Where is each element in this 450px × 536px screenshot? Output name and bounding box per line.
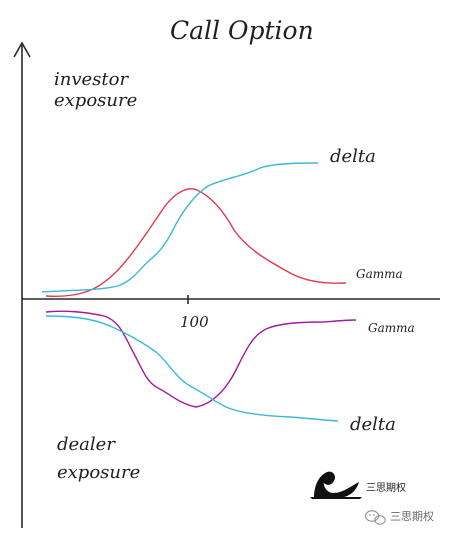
logo-name: 三思期权 bbox=[366, 481, 406, 494]
investor-exposure-label-line-2: exposure bbox=[54, 90, 137, 111]
axes bbox=[13, 41, 440, 528]
wechat-icon bbox=[365, 510, 386, 525]
black-swan-logo-icon bbox=[314, 471, 359, 497]
dealer-delta-curve bbox=[45, 315, 339, 422]
dealer-exposure-label-line-1: dealer bbox=[57, 434, 116, 455]
x-tick-label-100: 100 bbox=[180, 313, 209, 331]
black-swan-logo-water bbox=[310, 497, 362, 499]
dealer-gamma-curve bbox=[45, 310, 357, 408]
y-axis-arrowhead bbox=[13, 41, 31, 58]
watermark: 三思期权 bbox=[365, 510, 434, 525]
investor-gamma-curve bbox=[45, 188, 347, 297]
investor-gamma-label: Gamma bbox=[356, 267, 403, 281]
dealer-gamma-label: Gamma bbox=[368, 321, 415, 335]
investor-exposure-label-line-1: investor bbox=[54, 69, 129, 90]
diagram-title: Call Option bbox=[170, 16, 314, 45]
watermark-text: 三思期权 bbox=[390, 510, 434, 523]
investor-delta-label: delta bbox=[330, 146, 376, 167]
curves bbox=[41, 162, 357, 422]
dealer-exposure-label-line-2: exposure bbox=[57, 462, 140, 483]
dealer-delta-label: delta bbox=[350, 414, 396, 435]
black-swan-logo: 三思期权 bbox=[310, 471, 406, 499]
investor-delta-curve bbox=[41, 162, 319, 293]
